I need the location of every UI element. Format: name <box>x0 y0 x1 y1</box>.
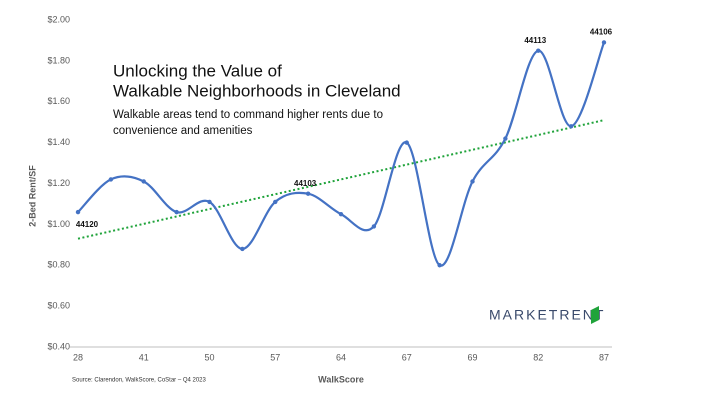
x-tick-label: 41 <box>139 352 149 362</box>
x-tick-label: 87 <box>599 352 609 362</box>
data-point <box>174 209 179 215</box>
x-tick-label: 69 <box>467 352 477 362</box>
logo-icon <box>591 306 599 324</box>
y-tick-label: $1.60 <box>47 96 70 106</box>
x-tick-label: 50 <box>204 352 214 362</box>
data-point <box>437 263 442 268</box>
point-label: 44103 <box>294 179 317 188</box>
data-point <box>207 199 212 205</box>
chart-subtitle: convenience and amenities <box>113 125 253 137</box>
data-point <box>75 209 81 215</box>
data-point <box>108 177 114 182</box>
data-point <box>371 224 377 229</box>
y-tick-label: $1.00 <box>47 219 70 229</box>
data-point <box>404 140 409 145</box>
y-axis-label: 2-Bed Rent/SF <box>27 165 37 227</box>
x-axis-label: WalkScore <box>318 374 364 384</box>
data-point <box>601 40 607 45</box>
data-point <box>141 179 146 184</box>
y-tick-label: $1.40 <box>47 137 70 147</box>
y-tick-label: $0.80 <box>47 260 70 270</box>
point-label: 44106 <box>590 28 613 37</box>
data-point <box>305 191 311 196</box>
data-point <box>503 136 508 141</box>
y-tick-label: $1.80 <box>47 55 70 65</box>
point-label: 44113 <box>524 36 546 45</box>
logo: MARKETRENT <box>489 307 605 323</box>
chart-subtitle: Walkable areas tend to command higher re… <box>113 109 383 121</box>
data-point <box>536 48 541 53</box>
data-point <box>273 199 278 205</box>
data-point <box>338 211 344 217</box>
point-label: 44120 <box>76 220 99 229</box>
chart-title: Walkable Neighborhoods in Cleveland <box>113 81 401 100</box>
x-tick-label: 82 <box>533 352 543 362</box>
source-note: Source: Clarendon, WalkScore, CoStar – Q… <box>72 378 207 384</box>
chart-title: Unlocking the Value of <box>113 61 282 80</box>
y-tick-label: $0.60 <box>47 301 70 311</box>
x-tick-label: 67 <box>402 352 412 362</box>
data-point <box>470 179 475 184</box>
x-tick-label: 57 <box>270 352 280 362</box>
data-point <box>240 246 245 252</box>
x-tick-label: 64 <box>336 352 346 362</box>
data-point <box>568 124 574 129</box>
y-tick-label: $2.00 <box>47 14 70 24</box>
y-tick-label: $0.40 <box>47 341 70 351</box>
x-tick-label: 28 <box>73 352 83 362</box>
y-tick-label: $1.20 <box>47 178 70 188</box>
